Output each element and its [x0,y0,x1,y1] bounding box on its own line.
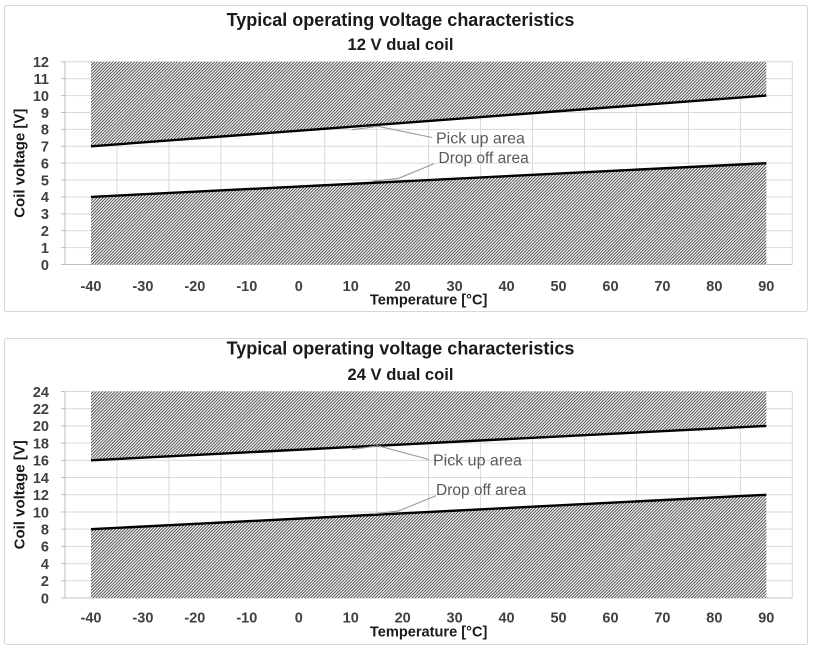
svg-text:5: 5 [41,173,49,189]
svg-text:Typical operating voltage char: Typical operating voltage characteristic… [227,10,575,30]
svg-text:12: 12 [33,55,49,71]
svg-text:4: 4 [41,557,49,573]
svg-text:Pick up area: Pick up area [433,453,522,470]
svg-text:70: 70 [654,279,670,295]
svg-text:20: 20 [395,279,411,295]
svg-text:24 V dual coil: 24 V dual coil [347,365,453,384]
svg-text:60: 60 [602,279,618,295]
svg-text:11: 11 [34,72,49,88]
svg-text:10: 10 [343,279,359,295]
svg-text:-10: -10 [236,611,257,627]
svg-text:20: 20 [33,419,49,435]
svg-text:12: 12 [33,488,49,504]
svg-text:-10: -10 [236,279,257,295]
svg-text:80: 80 [706,611,722,627]
svg-text:90: 90 [758,279,774,295]
svg-text:12 V dual coil: 12 V dual coil [347,35,453,54]
svg-text:3: 3 [41,207,49,223]
svg-text:8: 8 [41,123,49,139]
svg-text:Coil voltage [V]: Coil voltage [V] [12,440,29,549]
svg-text:90: 90 [758,611,774,627]
svg-text:50: 50 [550,279,566,295]
svg-text:0: 0 [295,611,303,627]
svg-text:0: 0 [41,591,49,607]
svg-text:50: 50 [550,611,566,627]
svg-text:-20: -20 [184,611,205,627]
svg-text:6: 6 [41,156,49,172]
svg-text:6: 6 [41,540,49,556]
svg-text:14: 14 [33,471,49,487]
svg-text:9: 9 [41,106,49,122]
svg-text:8: 8 [41,522,49,538]
svg-text:-30: -30 [132,611,153,627]
svg-text:-40: -40 [80,279,101,295]
svg-text:0: 0 [295,279,303,295]
svg-text:-40: -40 [80,611,101,627]
svg-text:2: 2 [41,574,49,590]
svg-text:24: 24 [33,385,49,401]
svg-text:4: 4 [41,190,49,206]
svg-text:80: 80 [706,279,722,295]
svg-text:70: 70 [654,611,670,627]
svg-text:10: 10 [33,89,49,105]
svg-text:0: 0 [41,258,49,274]
svg-text:10: 10 [343,611,359,627]
svg-text:Drop off area: Drop off area [439,150,530,167]
svg-text:30: 30 [447,611,463,627]
svg-text:10: 10 [33,505,49,521]
svg-text:Temperature [°C]: Temperature [°C] [370,624,488,640]
svg-text:20: 20 [395,611,411,627]
svg-text:7: 7 [41,140,49,156]
svg-text:16: 16 [33,454,49,470]
svg-text:-30: -30 [132,279,153,295]
svg-text:18: 18 [33,436,49,452]
svg-text:2: 2 [41,224,49,240]
svg-text:Typical operating voltage char: Typical operating voltage characteristic… [227,339,575,359]
svg-text:30: 30 [447,279,463,295]
svg-text:-20: -20 [184,279,205,295]
svg-text:Pick up area: Pick up area [436,131,525,148]
svg-text:22: 22 [33,402,49,418]
svg-text:Drop off area: Drop off area [436,482,527,499]
svg-text:1: 1 [41,241,49,257]
svg-text:Coil voltage [V]: Coil voltage [V] [12,109,29,218]
svg-text:Temperature [°C]: Temperature [°C] [370,292,488,308]
svg-text:40: 40 [498,611,514,627]
svg-text:40: 40 [498,279,514,295]
svg-text:60: 60 [602,611,618,627]
